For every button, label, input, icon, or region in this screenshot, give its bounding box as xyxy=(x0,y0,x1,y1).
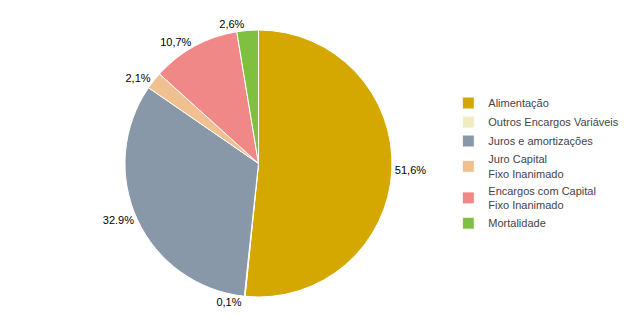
svg-text:Juro CapitalFixo Inanimado: Juro CapitalFixo Inanimado xyxy=(488,153,563,179)
svg-text:32.9%: 32.9% xyxy=(103,214,134,226)
svg-text:10,7%: 10,7% xyxy=(160,36,191,48)
svg-text:Juros e amortizações: Juros e amortizações xyxy=(488,135,593,147)
svg-text:Mortalidade: Mortalidade xyxy=(488,217,545,229)
svg-text:2,1%: 2,1% xyxy=(125,72,150,84)
svg-text:Encargos com CapitalFixo Inani: Encargos com CapitalFixo Inanimado xyxy=(488,185,596,211)
svg-text:Outros Encargos Variáveis: Outros Encargos Variáveis xyxy=(488,116,619,128)
svg-text:Alimentação: Alimentação xyxy=(488,97,549,109)
svg-text:51,6%: 51,6% xyxy=(395,164,426,176)
svg-text:0,1%: 0,1% xyxy=(216,296,241,308)
svg-text:2,6%: 2,6% xyxy=(219,18,244,30)
